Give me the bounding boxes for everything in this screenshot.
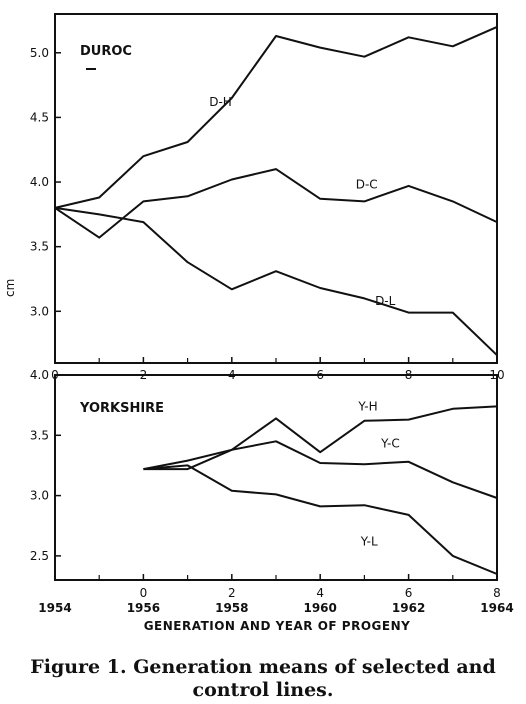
yorkshire-x-tick-label: 6 [405, 586, 413, 600]
duroc-y-tick-label: 4.5 [30, 110, 49, 124]
year-tick-label: 1958 [215, 601, 248, 615]
year-tick-label: 1960 [303, 601, 336, 615]
series-label-d-h: D-H [209, 95, 232, 109]
yorkshire-y-tick-label: 3.5 [30, 428, 49, 442]
duroc-y-tick-label: 3.0 [30, 304, 49, 318]
series-label-y-h: Y-H [357, 399, 377, 413]
year-tick-label: 1964 [480, 601, 513, 615]
yorkshire-y-tick-label: 2.5 [30, 549, 49, 563]
year-tick-label: 1962 [392, 601, 425, 615]
figure-caption-line2: control lines. [192, 679, 334, 701]
yorkshire-x-tick-label: 2 [228, 586, 236, 600]
series-label-y-l: Y-L [360, 534, 378, 548]
x-axis-title: GENERATION AND YEAR OF PROGENY [144, 619, 411, 633]
series-label-d-l: D-L [375, 294, 396, 308]
series-label-y-c: Y-C [380, 437, 400, 451]
series-label-d-c: D-C [356, 178, 378, 192]
yorkshire-x-tick-label: 4 [316, 586, 324, 600]
duroc-y-tick-label: 4.0 [30, 175, 49, 189]
duroc-plot-frame [54, 13, 498, 364]
yorkshire-panel: YORKSHIRE 2.5 3.0 3.5 4.0 0 2 4 6 8 1954 1956 1958 1… [30, 368, 514, 633]
series-line-y-h [143, 405, 498, 471]
series-line-d-h [54, 25, 498, 209]
year-tick-label: 1954 [38, 601, 71, 615]
series-line-y-l [143, 464, 498, 575]
duroc-panel: DUROC cm 3.03.54.04.55.00 2 4 6 8 10 D-HD-CD-… [3, 13, 505, 382]
duroc-panel-label: DUROC [80, 44, 132, 59]
duroc-y-tick-label: 5.0 [30, 46, 49, 60]
series-line-d-l [54, 206, 498, 356]
duroc-y-tick-label: 3.5 [30, 240, 49, 254]
yorkshire-x-tick-label: 0 [140, 586, 148, 600]
yorkshire-y-tick-label: 4.0 [30, 368, 49, 382]
year-tick-label: 1956 [127, 601, 160, 615]
series-line-y-c [143, 440, 498, 499]
yorkshire-x-tick-label: 8 [493, 586, 501, 600]
yorkshire-panel-label: YORKSHIRE [79, 401, 164, 416]
figure-caption-line1: Figure 1. Generation means of selected a… [30, 656, 496, 678]
yorkshire-y-tick-label: 3.0 [30, 489, 49, 503]
series-line-d-c [54, 168, 498, 239]
duroc-y-axis-label: cm [3, 279, 17, 297]
